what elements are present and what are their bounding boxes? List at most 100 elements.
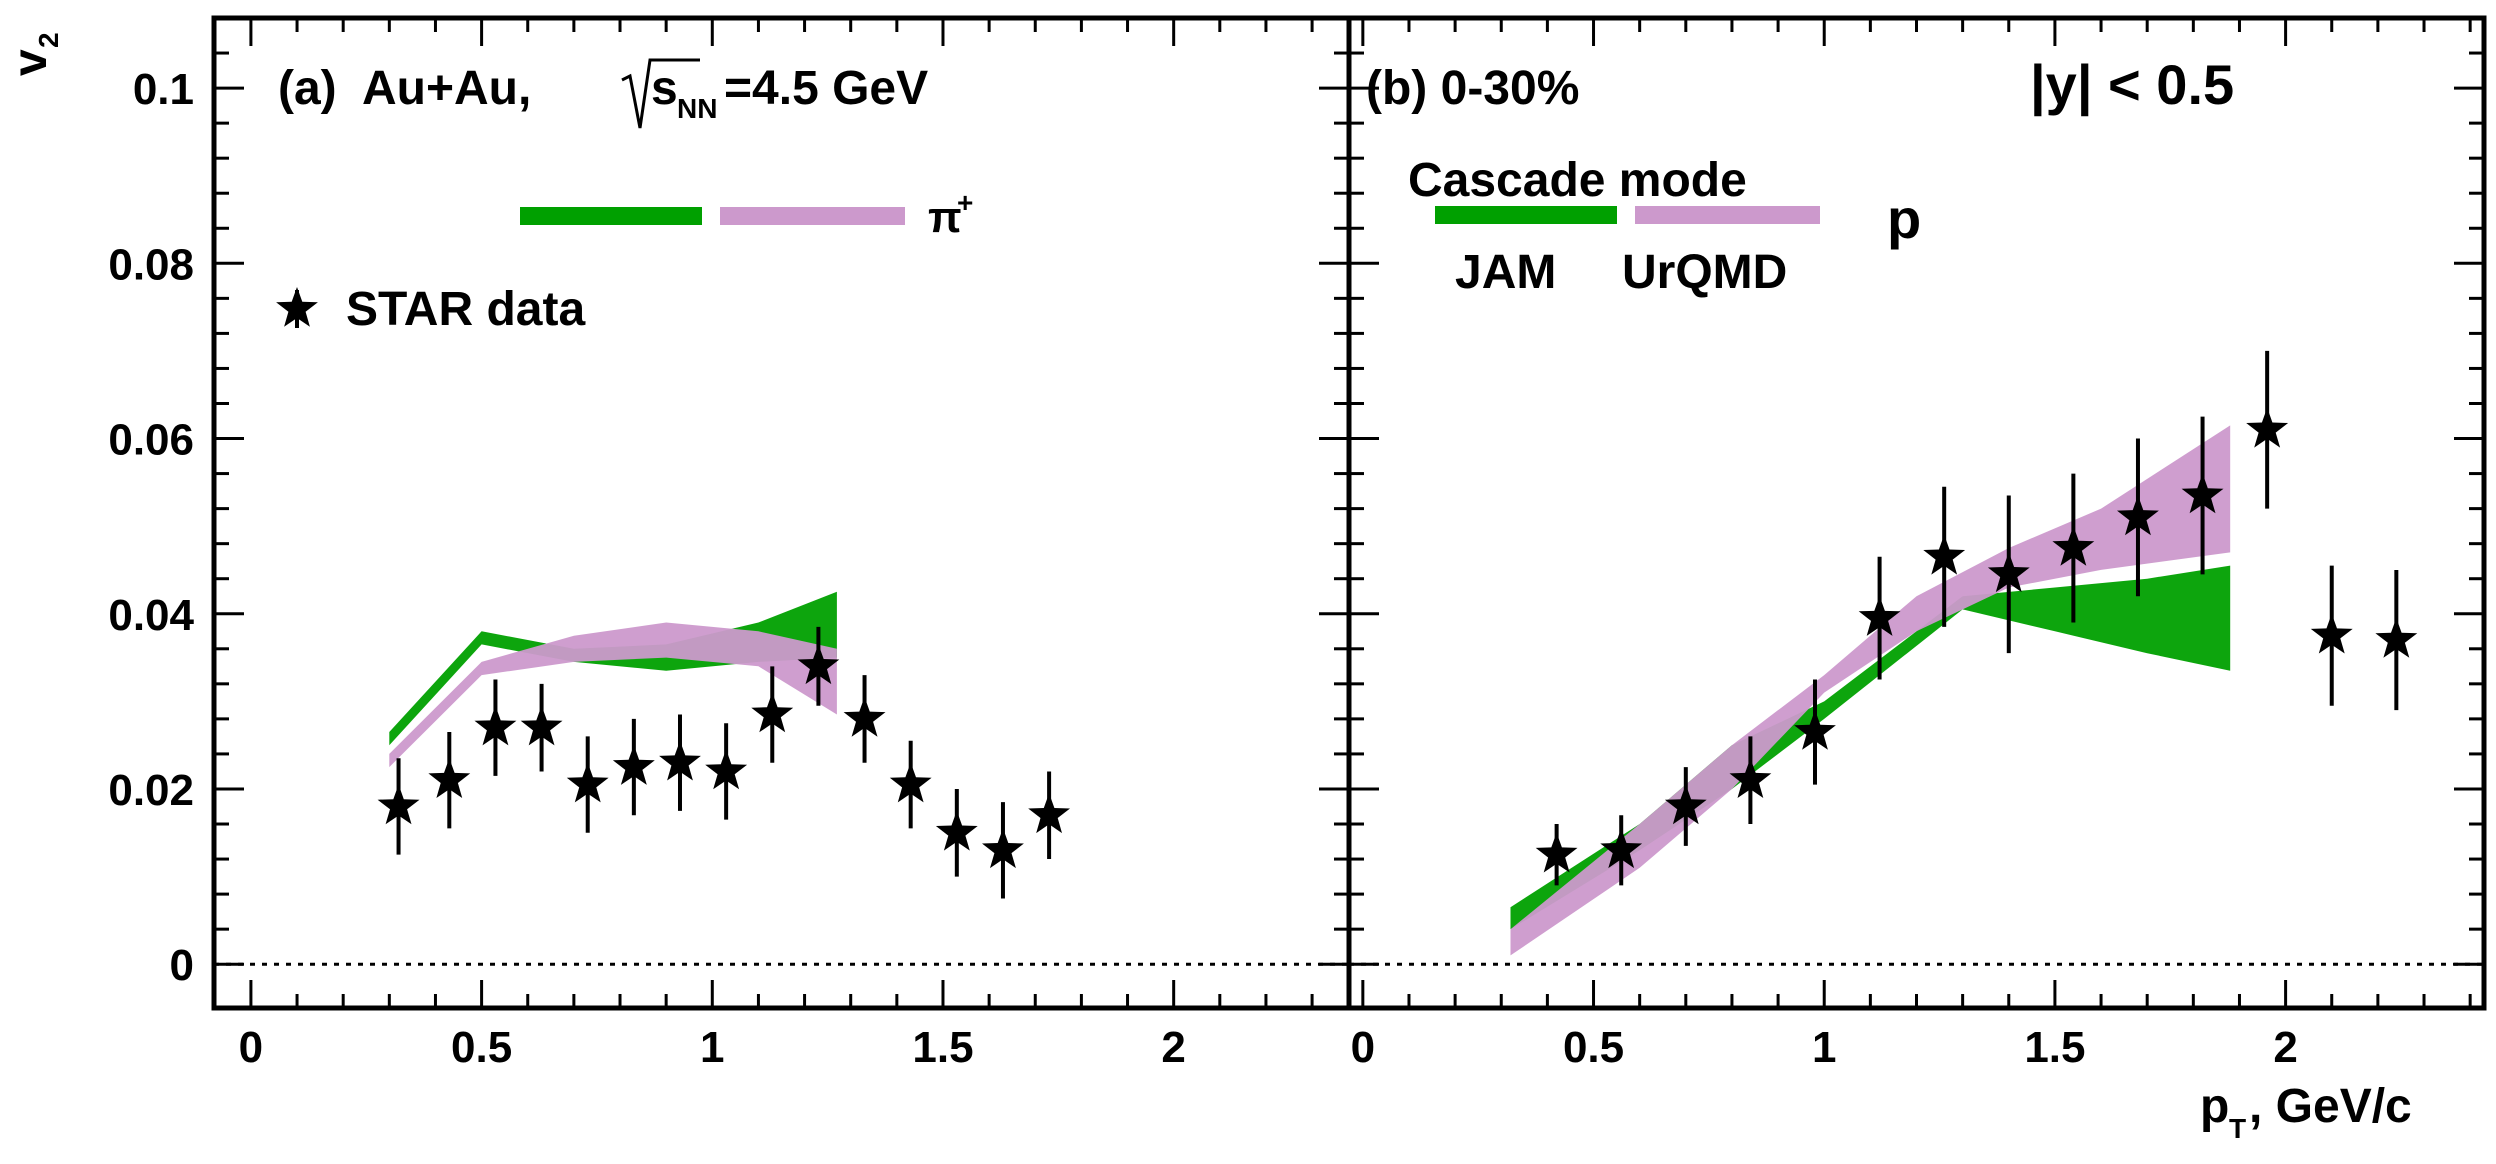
star-marker xyxy=(1664,784,1707,825)
star-marker xyxy=(2246,407,2289,448)
panel-a-axes: 0 0.5 1 1.5 2 0 0.02 0.04 0.06 0.08 0.1 xyxy=(108,15,1352,1072)
star-marker xyxy=(428,758,471,798)
star-marker xyxy=(612,745,655,785)
star-marker xyxy=(1923,534,1966,575)
x-tick-label-b: 2 xyxy=(2273,1023,2297,1072)
panel-a-data-points xyxy=(377,626,1070,899)
panel-a-label: (a) xyxy=(278,62,337,115)
star-marker xyxy=(889,762,932,803)
x-axis-label: p xyxy=(2200,1080,2229,1133)
data-point-b-12 xyxy=(2310,565,2353,706)
star-marker xyxy=(1729,758,1772,798)
y-axis-subscript: 2 xyxy=(33,32,64,48)
particle-pi-charge: + xyxy=(957,187,973,218)
data-point-a-1 xyxy=(428,732,471,829)
data-point-a-10 xyxy=(843,675,886,763)
panel-b-bands xyxy=(1510,425,2231,956)
data-point-b-2 xyxy=(1664,767,1707,846)
star-marker xyxy=(797,644,840,685)
energy-subscript: NN xyxy=(677,93,717,124)
legend-jam-swatch xyxy=(520,207,702,225)
legend-urqmd-swatch xyxy=(720,207,905,225)
x-tick-label-a: 1 xyxy=(700,1023,724,1072)
star-marker xyxy=(1987,552,2030,593)
data-point-a-0 xyxy=(377,758,420,855)
particle-pi-label: π xyxy=(928,193,962,242)
data-point-a-4 xyxy=(566,736,609,833)
x-tick-label-b: 0.5 xyxy=(1563,1023,1624,1072)
data-point-a-14 xyxy=(1028,771,1070,860)
x-tick-label-a: 0.5 xyxy=(451,1023,512,1072)
data-point-a-9 xyxy=(797,626,840,706)
panel-a-header: (a) Au+Au, s NN =4.5 GeV xyxy=(278,58,928,129)
band-urqmd-b xyxy=(1510,425,2231,956)
particle-p-label: p xyxy=(1887,187,1921,250)
data-point-b-4 xyxy=(1794,679,1836,785)
legend-star-marker xyxy=(276,287,318,328)
y-tick-label: 0 xyxy=(170,941,194,990)
y-axis-label: v xyxy=(4,49,57,76)
y-tick-label: 0.04 xyxy=(108,591,194,640)
legend-box xyxy=(265,205,945,383)
x-tick-label-a: 2 xyxy=(1161,1023,1185,1072)
x-tick-label-b: 0 xyxy=(1351,1023,1375,1072)
star-marker xyxy=(2117,495,2159,536)
star-marker xyxy=(1794,710,1836,750)
star-marker xyxy=(1028,793,1070,834)
panel-a-bands xyxy=(389,591,837,768)
panel-b-header: (b) 0-30% |y| < 0.5 xyxy=(1366,53,2234,117)
x-axis-unit: , GeV/c xyxy=(2249,1080,2412,1133)
star-marker xyxy=(659,740,701,781)
x-axis-subscript: T xyxy=(2229,1113,2246,1144)
cascade-mode-label: Cascade mode xyxy=(1408,154,1747,207)
jam-label: JAM xyxy=(1455,246,1556,299)
data-point-b-10 xyxy=(2181,416,2224,575)
panel-b-data-points xyxy=(1535,350,2418,886)
sqrt-symbol xyxy=(621,58,700,129)
data-point-b-0 xyxy=(1535,824,1578,886)
data-point-a-12 xyxy=(935,788,978,877)
data-point-a-8 xyxy=(751,666,794,763)
y-tick-label: 0.08 xyxy=(108,240,194,289)
y-tick-label: 0.1 xyxy=(133,65,194,114)
urqmd-label: UrQMD xyxy=(1622,246,1787,299)
data-point-a-3 xyxy=(520,683,563,772)
star-marker xyxy=(935,810,978,851)
star-marker xyxy=(2310,613,2353,654)
data-point-a-6 xyxy=(659,714,701,811)
jam-swatch xyxy=(1435,206,1617,224)
star-marker xyxy=(474,705,517,746)
data-point-a-11 xyxy=(889,740,932,829)
star-marker xyxy=(843,696,886,737)
legend-star-data-label: STAR data xyxy=(346,283,585,336)
star-marker xyxy=(751,692,794,733)
data-point-b-8 xyxy=(2052,473,2095,623)
y-axis-title: v 2 xyxy=(4,32,64,76)
panel-b-label: (b) 0-30% xyxy=(1366,62,1579,115)
x-tick-label-b: 1 xyxy=(1812,1023,1836,1072)
star-marker xyxy=(1600,828,1643,869)
data-point-b-3 xyxy=(1729,736,1772,825)
data-point-b-7 xyxy=(1987,495,2030,654)
star-marker xyxy=(377,784,420,825)
x-tick-label-a: 1.5 xyxy=(912,1023,973,1072)
x-tick-label-b: 1.5 xyxy=(2024,1023,2085,1072)
data-point-b-9 xyxy=(2117,438,2159,597)
star-marker xyxy=(705,749,748,790)
legend-star-icon xyxy=(276,287,318,327)
data-point-a-7 xyxy=(705,723,748,820)
panel-b-legend: Cascade mode JAM UrQMD p xyxy=(1380,148,1921,299)
data-point-b-11 xyxy=(2246,350,2289,509)
rapidity-label: |y| < 0.5 xyxy=(2030,53,2234,117)
data-point-a-2 xyxy=(474,679,517,776)
energy-value: =4.5 GeV xyxy=(724,62,928,115)
panel-a: 0 0.5 1 1.5 2 0 0.02 0.04 0.06 0.08 0.1 (a) Au+Au,… xyxy=(4,15,1352,1072)
y-tick-label: 0.02 xyxy=(108,766,194,815)
star-marker xyxy=(2375,618,2418,658)
star-marker xyxy=(1858,596,1901,636)
panel-a-collision-label: Au+Au, xyxy=(362,62,531,115)
y-tick-label: 0.06 xyxy=(108,416,194,465)
data-point-b-6 xyxy=(1923,486,1966,627)
star-marker xyxy=(2052,526,2095,566)
